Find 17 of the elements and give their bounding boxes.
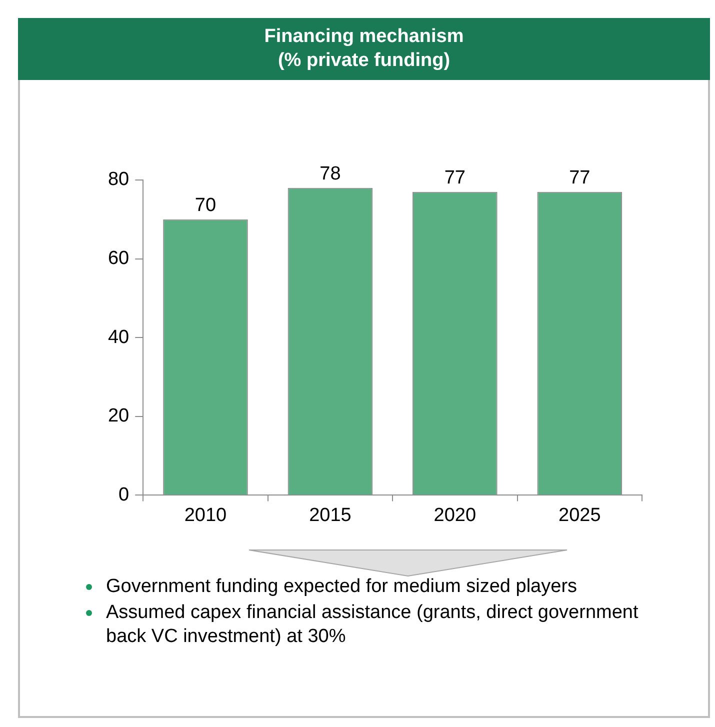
y-tick-label: 80	[108, 169, 130, 190]
y-tick-label: 20	[108, 406, 130, 427]
data-label: 77	[569, 168, 590, 189]
data-label: 77	[444, 168, 466, 189]
x-tick-label: 2025	[558, 504, 601, 526]
x-tick-label: 2020	[434, 504, 476, 526]
y-tick-label: 0	[118, 484, 130, 506]
x-tick-label: 2010	[184, 504, 227, 526]
text: Government funding expected for medium sized players	[106, 576, 578, 597]
text: Assumed capex financial assistance (grants, direct government back VC investment) at 30%	[106, 602, 638, 647]
data-label: 70	[194, 195, 216, 216]
data-label: 78	[320, 164, 341, 185]
chart-title: Financing mechanism	[263, 25, 465, 49]
chart-subtitle: (% private funding)	[276, 49, 452, 73]
y-tick-label: 40	[108, 326, 130, 348]
y-tick-label: 60	[108, 248, 130, 270]
x-tick-label: 2015	[309, 504, 352, 526]
